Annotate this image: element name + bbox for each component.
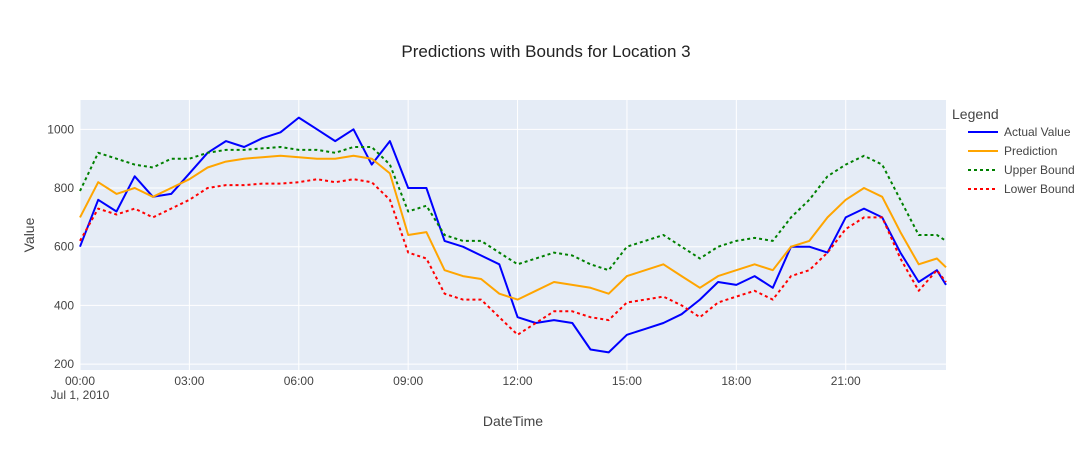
legend-item[interactable]: Lower Bound <box>968 182 1075 196</box>
legend-label: Actual Value <box>1004 125 1071 139</box>
x-date-label: Jul 1, 2010 <box>51 388 110 402</box>
y-axis-ticks: 200 400 600 800 1000 <box>47 122 74 371</box>
legend-title: Legend <box>952 106 999 122</box>
chart-title: Predictions with Bounds for Location 3 <box>401 42 690 61</box>
x-tick-label: 00:00 <box>65 374 95 388</box>
legend-label: Prediction <box>1004 144 1057 158</box>
x-tick-label: 21:00 <box>831 374 861 388</box>
x-tick-label: 15:00 <box>612 374 642 388</box>
legend-label: Upper Bound <box>1004 163 1075 177</box>
legend-item[interactable]: Actual Value <box>968 125 1071 139</box>
y-tick-label: 400 <box>54 298 74 312</box>
x-axis-ticks: 00:00 03:00 06:00 09:00 12:00 15:00 18:00 21:00 <box>65 374 861 388</box>
x-tick-label: 06:00 <box>284 374 314 388</box>
legend-item[interactable]: Prediction <box>968 144 1057 158</box>
legend: Legend Actual Value Prediction Upper Bound… <box>952 106 1075 196</box>
series-line-actual-value <box>79 116 947 354</box>
series-line-upper-bound <box>79 146 947 272</box>
y-tick-label: 1000 <box>47 122 74 136</box>
y-tick-label: 600 <box>54 240 74 254</box>
x-tick-label: 18:00 <box>721 374 751 388</box>
series-lines <box>79 116 947 354</box>
x-tick-label: 03:00 <box>174 374 204 388</box>
y-axis-title: Value <box>21 217 37 252</box>
legend-item[interactable]: Upper Bound <box>968 163 1075 177</box>
x-axis-title: DateTime <box>483 413 543 429</box>
x-tick-label: 09:00 <box>393 374 423 388</box>
plot-area <box>80 100 946 370</box>
legend-label: Lower Bound <box>1004 182 1075 196</box>
series-line-lower-bound <box>79 178 947 336</box>
y-tick-label: 200 <box>54 357 74 371</box>
grid-lines <box>79 100 946 370</box>
y-tick-label: 800 <box>54 181 74 195</box>
series-line-prediction <box>79 154 947 301</box>
x-tick-label: 12:00 <box>503 374 533 388</box>
